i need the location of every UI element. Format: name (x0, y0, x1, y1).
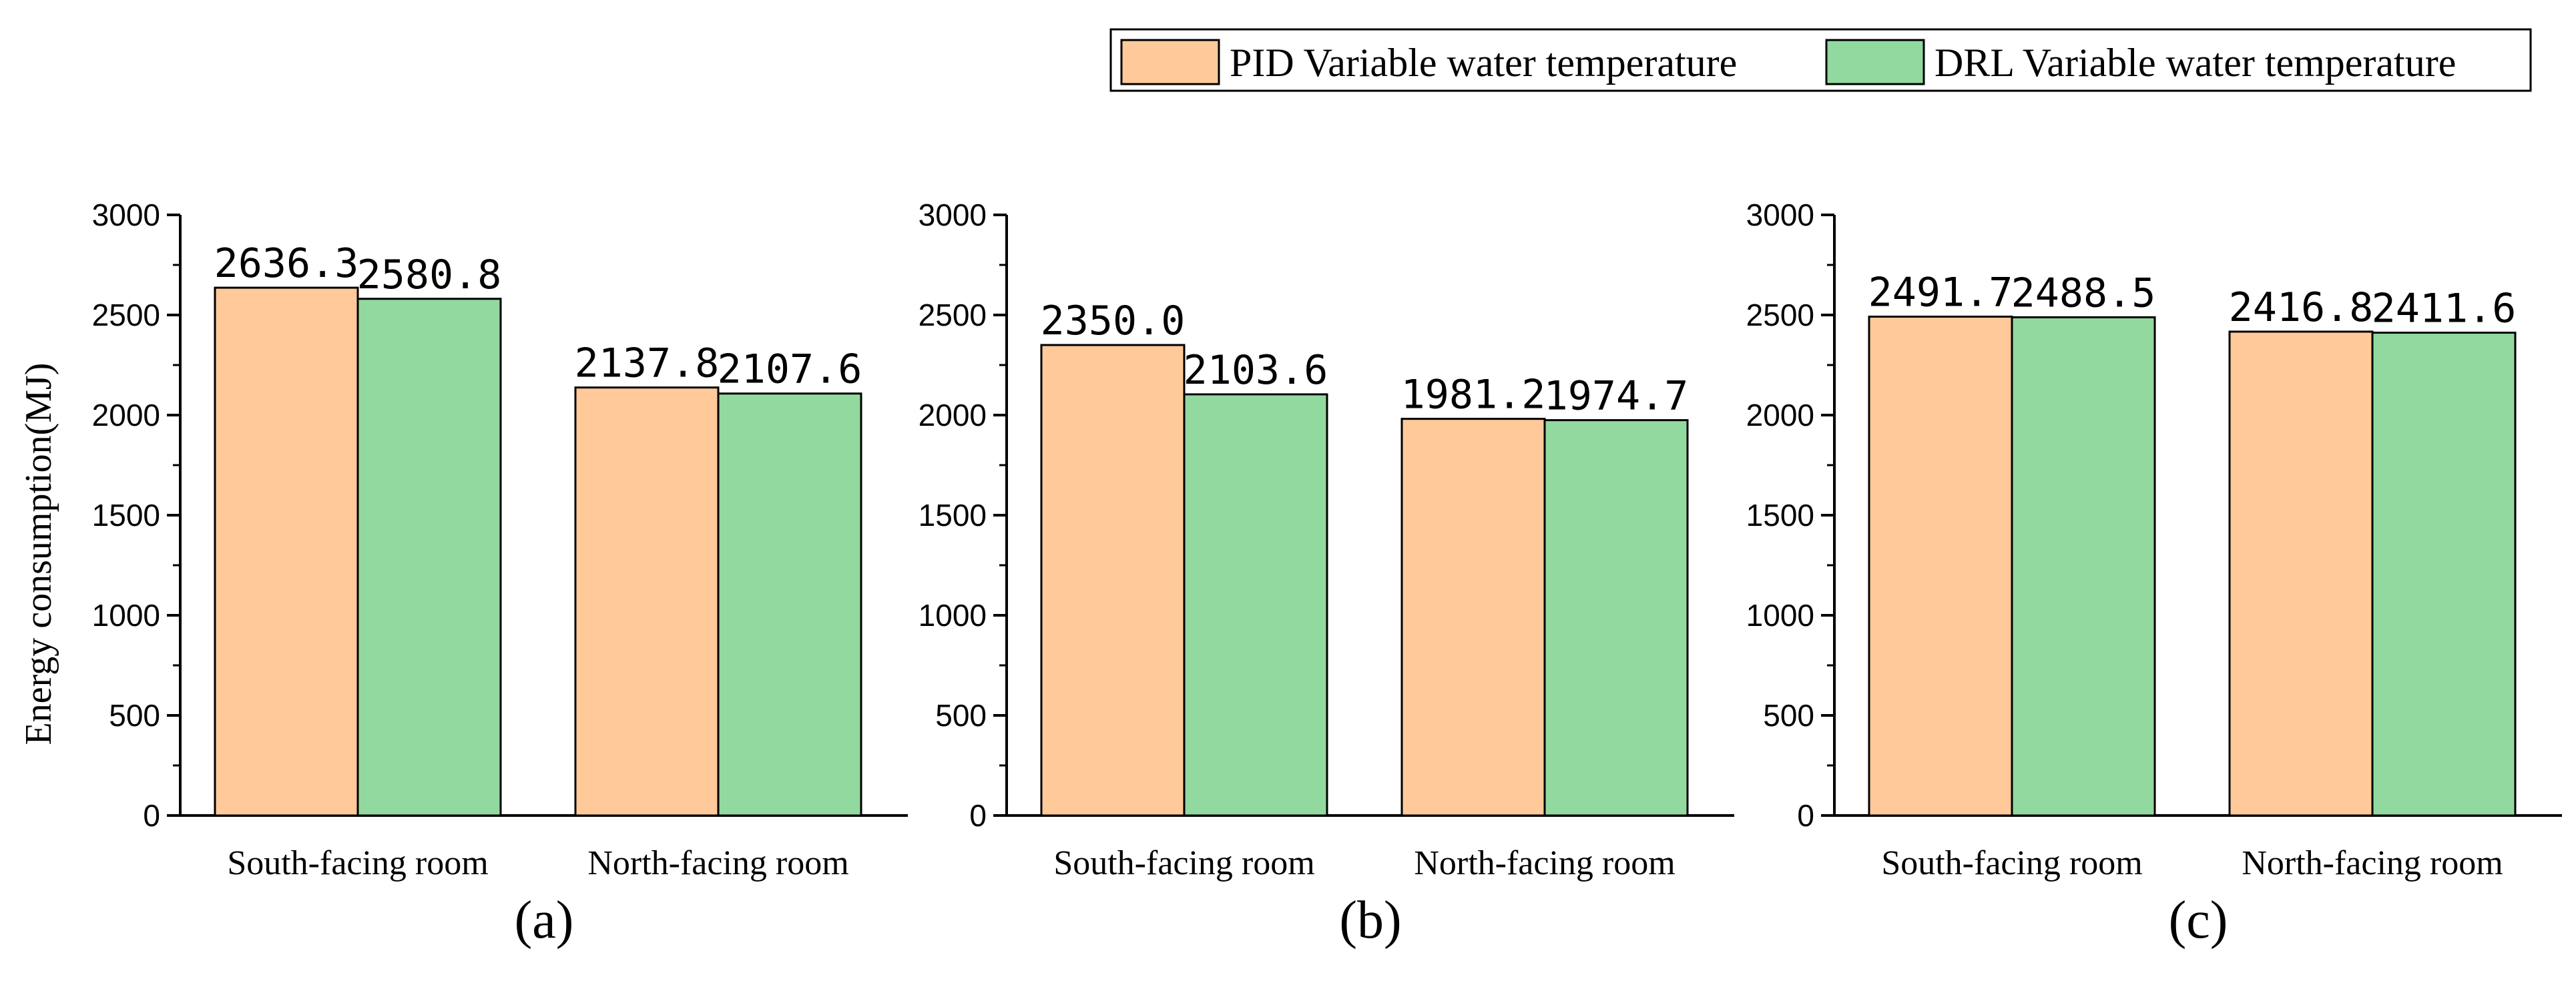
y-tick-label-c-1: 500 (1763, 698, 1814, 733)
data-label-a-south-pid: 2636.3 (214, 240, 359, 287)
bar-a-south-drl (356, 298, 502, 817)
data-label-b-north-drl: 1974.7 (1544, 373, 1689, 420)
bar-a-south-pid (214, 286, 359, 817)
data-label-b-south-drl: 2103.6 (1184, 347, 1328, 394)
bar-c-north-drl (2371, 332, 2517, 817)
y-tick-label-a-4: 2000 (92, 398, 160, 432)
legend-label-drl: DRL Variable water temperature (1935, 41, 2456, 85)
bar-a-north-pid (574, 386, 720, 817)
bar-a-north-drl (717, 392, 862, 817)
x-category-label-a-south: South-facing room (227, 844, 488, 882)
data-label-c-south-pid: 2491.7 (1868, 269, 2013, 316)
y-axis-title: Energy consumption(MJ) (18, 363, 59, 745)
y-tick-label-b-2: 1000 (919, 598, 987, 633)
y-tick-label-b-4: 2000 (919, 398, 987, 432)
panel-label-c: (c) (2169, 891, 2228, 950)
y-tick-label-a-6: 3000 (92, 198, 160, 232)
x-category-label-b-south: South-facing room (1053, 844, 1314, 882)
y-tick-label-c-6: 3000 (1746, 198, 1814, 232)
bar-b-north-pid (1400, 418, 1546, 817)
data-label-c-north-drl: 2411.6 (2372, 286, 2517, 332)
bar-c-south-pid (1868, 315, 2013, 817)
x-category-label-c-south: South-facing room (1881, 844, 2142, 882)
data-label-b-north-pid: 1981.2 (1401, 372, 1546, 418)
y-tick-label-b-1: 500 (935, 698, 987, 733)
y-tick-label-b-3: 1500 (919, 498, 987, 533)
y-tick-label-c-2: 1000 (1746, 598, 1814, 633)
y-tick-label-c-0: 0 (1797, 798, 1814, 833)
data-label-a-north-drl: 2107.6 (718, 346, 862, 393)
x-category-label-a-north: North-facing room (587, 844, 848, 882)
bar-c-north-pid (2228, 330, 2374, 817)
y-tick-label-a-3: 1500 (92, 498, 160, 533)
y-tick-label-a-0: 0 (143, 798, 160, 833)
bar-b-south-pid (1040, 344, 1186, 817)
y-tick-label-c-3: 1500 (1746, 498, 1814, 533)
data-label-c-south-drl: 2488.5 (2011, 270, 2156, 316)
panel-label-a: (a) (515, 891, 574, 950)
y-tick-label-c-5: 2500 (1746, 298, 1814, 332)
panel-label-b: (b) (1339, 891, 1401, 950)
bar-c-south-drl (2011, 316, 2156, 817)
y-tick-label-a-5: 2500 (92, 298, 160, 332)
data-label-a-north-pid: 2137.8 (575, 340, 720, 387)
bar-b-south-drl (1183, 393, 1328, 817)
y-tick-label-a-1: 500 (109, 698, 160, 733)
legend-swatch-pid (1120, 39, 1220, 85)
legend: PID Variable water temperature DRL Varia… (1109, 28, 2532, 92)
y-tick-label-c-4: 2000 (1746, 398, 1814, 432)
y-tick-label-b-0: 0 (969, 798, 987, 833)
x-category-label-c-north: North-facing room (2242, 844, 2503, 882)
data-label-a-south-drl: 2580.8 (357, 252, 502, 298)
y-tick-label-a-2: 1000 (92, 598, 160, 633)
data-label-b-south-pid: 2350.0 (1041, 298, 1186, 344)
y-tick-label-b-6: 3000 (919, 198, 987, 232)
bar-b-north-drl (1543, 419, 1689, 817)
legend-label-pid: PID Variable water temperature (1230, 41, 1737, 85)
y-tick-label-b-5: 2500 (919, 298, 987, 332)
legend-frame (1109, 28, 2532, 92)
x-category-label-b-north: North-facing room (1414, 844, 1675, 882)
legend-swatch-drl (1825, 39, 1925, 85)
data-label-c-north-pid: 2416.8 (2229, 284, 2374, 331)
